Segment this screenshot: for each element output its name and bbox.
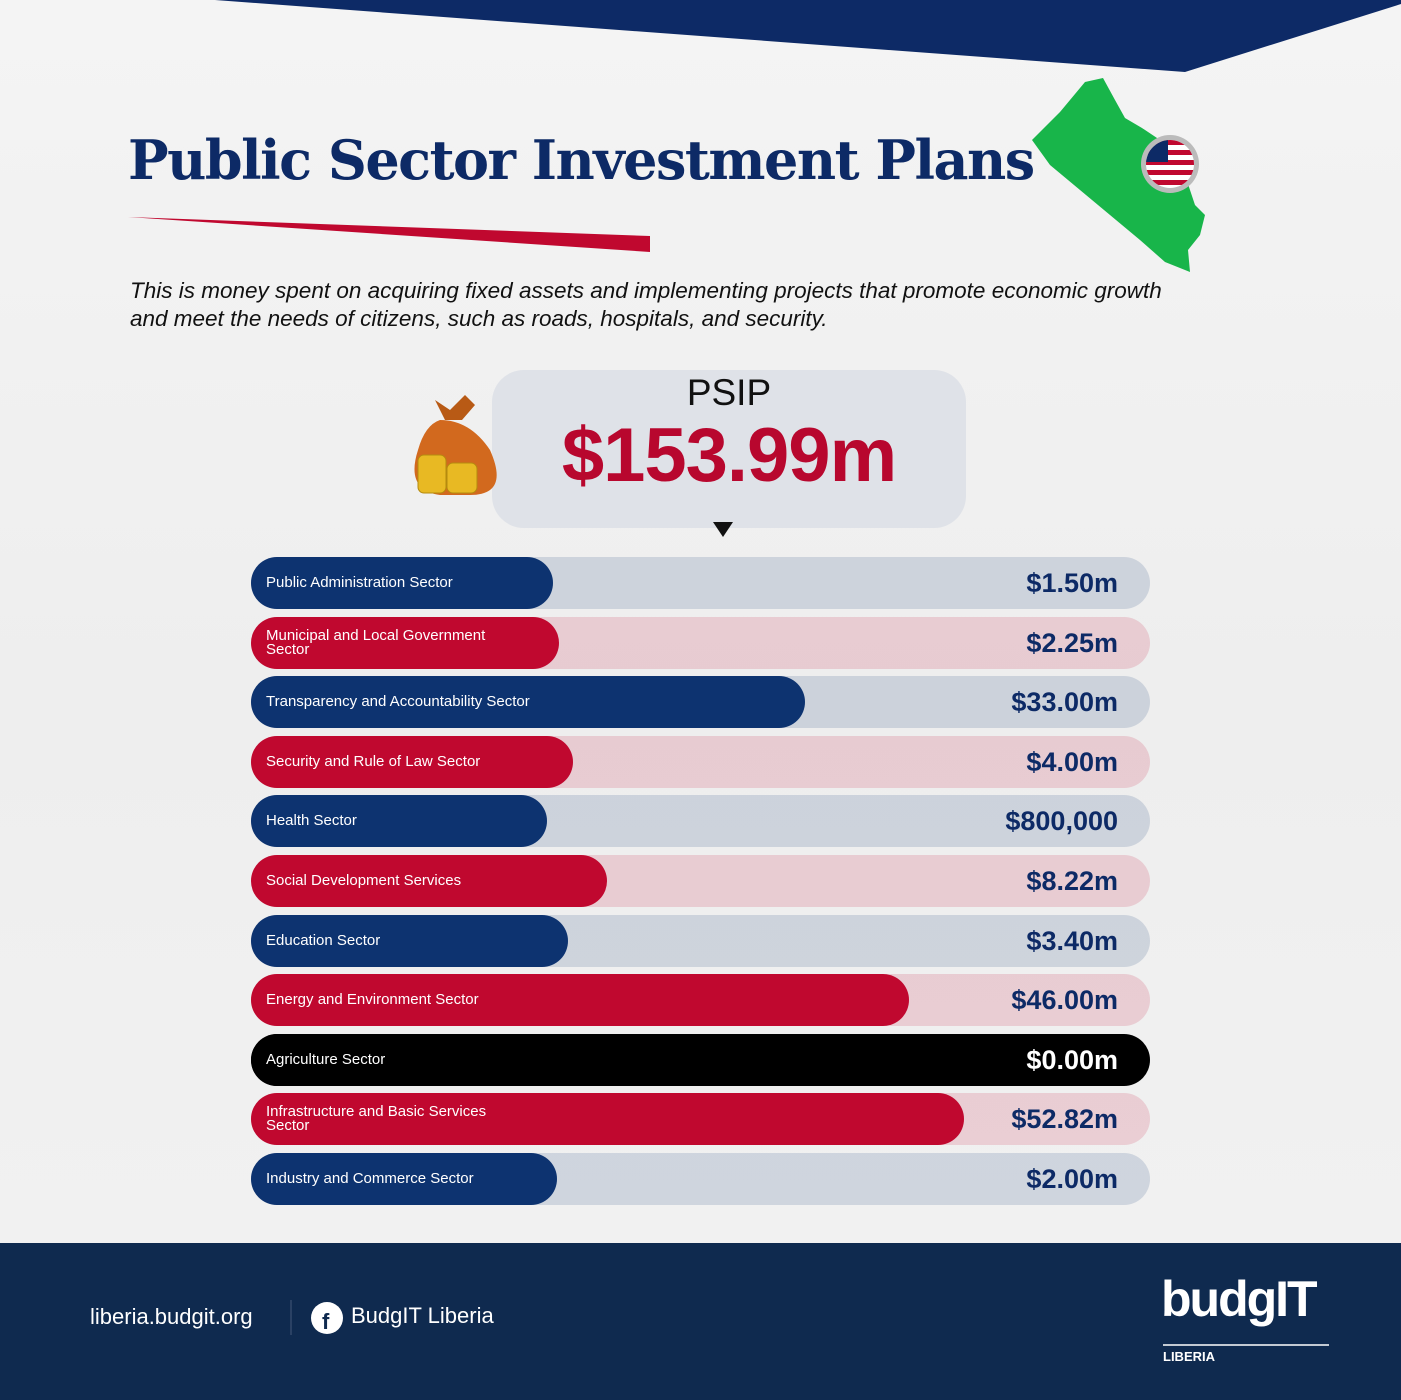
category-label: Education Sector [266, 931, 381, 949]
facebook-f: f [322, 1309, 330, 1334]
bar-track: Industry and Commerce Sector $2.00m [251, 1153, 1150, 1205]
bar [251, 1093, 964, 1146]
category-label: Social Development Services [266, 872, 462, 889]
liberia-map [1032, 78, 1205, 272]
logo: budgIT [1161, 1271, 1318, 1327]
bar-track: Public Administration Sector $1.50m [251, 557, 1150, 609]
value-label: $800,000 [1005, 806, 1118, 837]
value-label: $3.40m [1026, 925, 1118, 956]
category-label: Public Administration Sector [266, 574, 453, 591]
category-label: Security and Rule of Law Sector [266, 752, 481, 770]
bar-track: Education Sector $3.40m [251, 914, 1150, 967]
description: This is money spent on acquiring fixed a… [130, 278, 1162, 331]
bar-track: Municipal and Local Government Sector $2.… [251, 616, 1150, 669]
bar [251, 795, 548, 848]
bar [251, 1153, 557, 1205]
category-label: Industry and Commerce Sector [266, 1170, 474, 1187]
bar-track: Social Development Services $8.22m [251, 855, 1150, 907]
bar [251, 616, 559, 669]
value-label: $52.82m [1011, 1104, 1118, 1135]
category-label: Agriculture Sector [266, 1050, 386, 1068]
title-underline [128, 217, 650, 252]
category-label: Municipal and Local Government Sector [266, 626, 486, 658]
category-label: Health Sector [266, 812, 357, 830]
value-label: $2.00m [1026, 1164, 1118, 1194]
footer-band [0, 1243, 1401, 1400]
bar-track: Transparency and Accountability Sector $3… [251, 676, 1150, 729]
logo-sub: LIBERIA [1163, 1349, 1215, 1364]
value-label: $2.25m [1026, 627, 1118, 658]
value-label: $33.00m [1011, 687, 1118, 718]
value-label: $8.22m [1026, 866, 1118, 896]
bag-top [435, 395, 475, 420]
bar [251, 974, 909, 1027]
category-label: Infrastructure and Basic Services Sector [266, 1103, 487, 1135]
value-label: $0.00m [1026, 1044, 1118, 1075]
bar [251, 676, 805, 729]
value-label: $4.00m [1026, 746, 1118, 777]
total: $153.99m [561, 413, 897, 498]
bar-track: Security and Rule of Law Sector $4.00m [251, 735, 1150, 788]
title: Public Sector Investment Plans [128, 128, 1035, 192]
facebook-handle: BudgIT Liberia [351, 1303, 494, 1328]
bar-track: Health Sector $800,000 [251, 795, 1150, 848]
website: liberia.budgit.org [90, 1304, 253, 1329]
bar [251, 1033, 541, 1086]
bar-track: Agriculture Sector $0.00m [251, 1033, 1150, 1086]
facebook-icon [311, 1302, 343, 1334]
bar [251, 557, 553, 609]
category-label: Energy and Environment Sector [266, 991, 479, 1009]
value-label: $46.00m [1011, 985, 1118, 1016]
bar [251, 855, 607, 907]
category-label: Transparency and Accountability Sector [266, 693, 530, 711]
bar [251, 914, 569, 967]
top-band [215, 0, 1401, 72]
psip-box [492, 370, 966, 528]
bar-track: Energy and Environment Sector $46.00m [251, 974, 1150, 1027]
bar-track: Infrastructure and Basic Services Sector… [251, 1093, 1150, 1146]
value-label: $1.50m [1026, 568, 1118, 598]
chart-title: PSIP [686, 372, 772, 413]
pointer [713, 522, 733, 537]
bar [251, 735, 573, 788]
coins [417, 454, 478, 494]
